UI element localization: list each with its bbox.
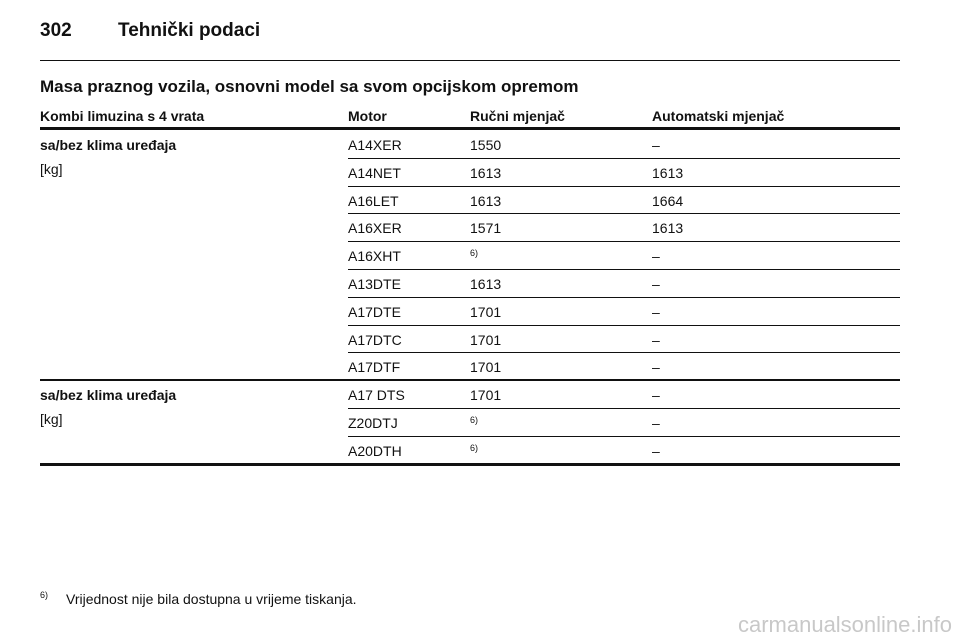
row-rule bbox=[348, 185, 900, 187]
cell: 1613 bbox=[470, 164, 502, 181]
footnote-marker: 6) bbox=[40, 590, 49, 600]
cell: A16XER bbox=[348, 220, 402, 237]
group-rule bbox=[40, 379, 900, 382]
cell: – bbox=[652, 442, 660, 459]
row-rule bbox=[348, 157, 900, 159]
column-header: Automatski mjenjač bbox=[652, 108, 785, 124]
cell: A16LET bbox=[348, 192, 399, 209]
cell: 1701 bbox=[470, 331, 502, 348]
footnote-text: Vrijednost nije bila dostupna u vrijeme … bbox=[66, 591, 357, 607]
section-title: Masa praznog vozila, osnovni model sa sv… bbox=[40, 77, 579, 96]
cell: – bbox=[652, 415, 660, 431]
cell: – bbox=[652, 387, 660, 404]
row-rule bbox=[348, 324, 900, 326]
cell: – bbox=[652, 248, 660, 265]
column-header: Motor bbox=[348, 108, 387, 124]
cell: 1613 bbox=[470, 276, 502, 292]
cell: 1613 bbox=[652, 164, 684, 181]
cell: 1701 bbox=[470, 359, 502, 376]
watermark: carmanualsonline.info bbox=[737, 612, 952, 637]
column-header: Kombi limuzina s 4 vrata bbox=[40, 108, 205, 124]
group-unit: [kg] bbox=[40, 161, 63, 177]
cell: 6) bbox=[470, 248, 479, 259]
cell: A16XHT bbox=[348, 248, 401, 265]
cell: – bbox=[652, 276, 660, 292]
cell: 1613 bbox=[652, 220, 684, 237]
cell: 1701 bbox=[470, 303, 502, 320]
header-rule bbox=[40, 127, 900, 130]
cell: – bbox=[652, 137, 660, 153]
row-rule bbox=[348, 269, 900, 270]
page-number: 302 bbox=[40, 20, 72, 41]
cell: Z20DTJ bbox=[348, 415, 398, 431]
group-label: sa/bez klima uređaja bbox=[40, 387, 177, 404]
row-rule bbox=[348, 241, 900, 243]
row-rule bbox=[348, 213, 900, 215]
column-header: Ručni mjenjač bbox=[470, 108, 565, 124]
cell: 6) bbox=[470, 442, 479, 453]
rule bbox=[40, 60, 900, 61]
row-rule bbox=[348, 352, 900, 354]
cell: A17DTF bbox=[348, 359, 401, 376]
cell: A14NET bbox=[348, 164, 401, 181]
cell: A13DTE bbox=[348, 276, 401, 292]
cell: – bbox=[652, 331, 660, 348]
cell: 1550 bbox=[470, 137, 502, 153]
cell: A17 DTS bbox=[348, 387, 405, 404]
row-rule bbox=[348, 296, 900, 298]
cell: – bbox=[652, 303, 660, 320]
cell: A14XER bbox=[348, 137, 402, 153]
cell: A20DTH bbox=[348, 442, 402, 459]
cell: 1571 bbox=[470, 220, 502, 237]
row-rule bbox=[348, 435, 900, 437]
cell: 1701 bbox=[470, 387, 502, 404]
page-title: Tehnički podaci bbox=[118, 20, 261, 41]
cell: 1613 bbox=[470, 192, 502, 209]
row-rule bbox=[348, 408, 900, 409]
cell: 6) bbox=[470, 415, 479, 425]
group-rule bbox=[40, 462, 900, 466]
group-unit: [kg] bbox=[40, 411, 63, 428]
cell: A17DTC bbox=[348, 331, 402, 348]
cell: 1664 bbox=[652, 192, 684, 209]
cell: A17DTE bbox=[348, 303, 401, 320]
cell: – bbox=[652, 359, 660, 376]
group-label: sa/bez klima uređaja bbox=[40, 137, 177, 153]
